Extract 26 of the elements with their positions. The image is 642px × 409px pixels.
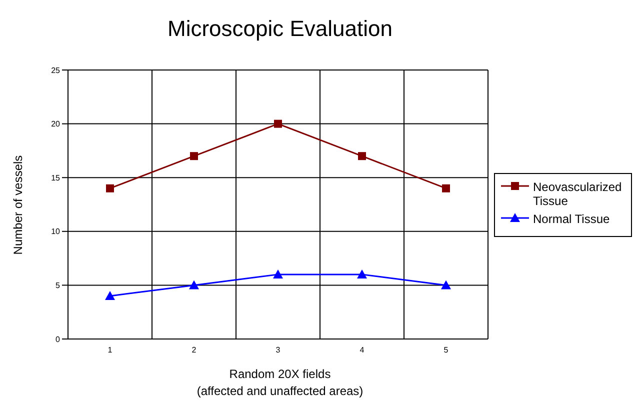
x-tick-label: 2 — [192, 346, 197, 355]
point — [106, 184, 114, 192]
point — [273, 269, 283, 278]
legend-label: Normal Tissue — [533, 212, 610, 226]
point — [358, 152, 366, 160]
x-axis-title: Random 20X fields (affected and unaffected areas) — [196, 366, 364, 400]
point — [442, 184, 450, 192]
x-tick-label: 1 — [108, 346, 113, 355]
chart-title: Microscopic Evaluation — [166, 16, 394, 42]
y-tick-label: 0 — [56, 334, 61, 344]
x-tick-label: 4 — [360, 346, 365, 355]
point — [274, 120, 282, 128]
point — [357, 269, 367, 278]
y-tick-label: 10 — [51, 227, 61, 236]
y-tick-label: 25 — [51, 66, 61, 75]
legend-label: Neovascularized Tissue — [533, 180, 623, 208]
y-tick-label: 20 — [51, 120, 61, 129]
point — [190, 152, 198, 160]
point — [441, 280, 451, 290]
point — [105, 290, 115, 300]
y-tick-label: 15 — [51, 173, 61, 182]
x-tick-label: 5 — [444, 346, 449, 355]
point — [189, 280, 199, 290]
y-axis-title: Number of vessels — [11, 154, 25, 257]
x-tick-label: 3 — [276, 346, 281, 355]
y-tick-label: 5 — [56, 281, 61, 290]
